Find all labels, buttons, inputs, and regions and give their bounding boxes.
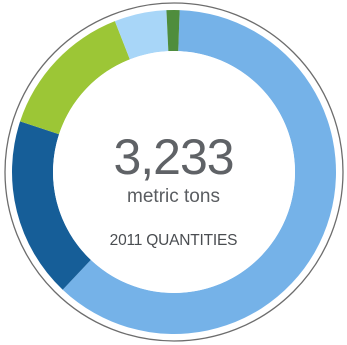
unit-label: metric tons [127, 186, 220, 207]
donut-segment-1 [62, 10, 336, 334]
donut-segment-2 [12, 121, 91, 290]
donut-segments [12, 9, 336, 334]
donut-segment-3 [20, 21, 130, 135]
chart-caption: 2011 QUANTITIES [109, 232, 238, 249]
total-quantity: 3,233 [113, 129, 234, 185]
donut-segment-5 [166, 9, 180, 52]
donut-segment-4 [114, 10, 169, 60]
inner-disc [53, 51, 295, 293]
